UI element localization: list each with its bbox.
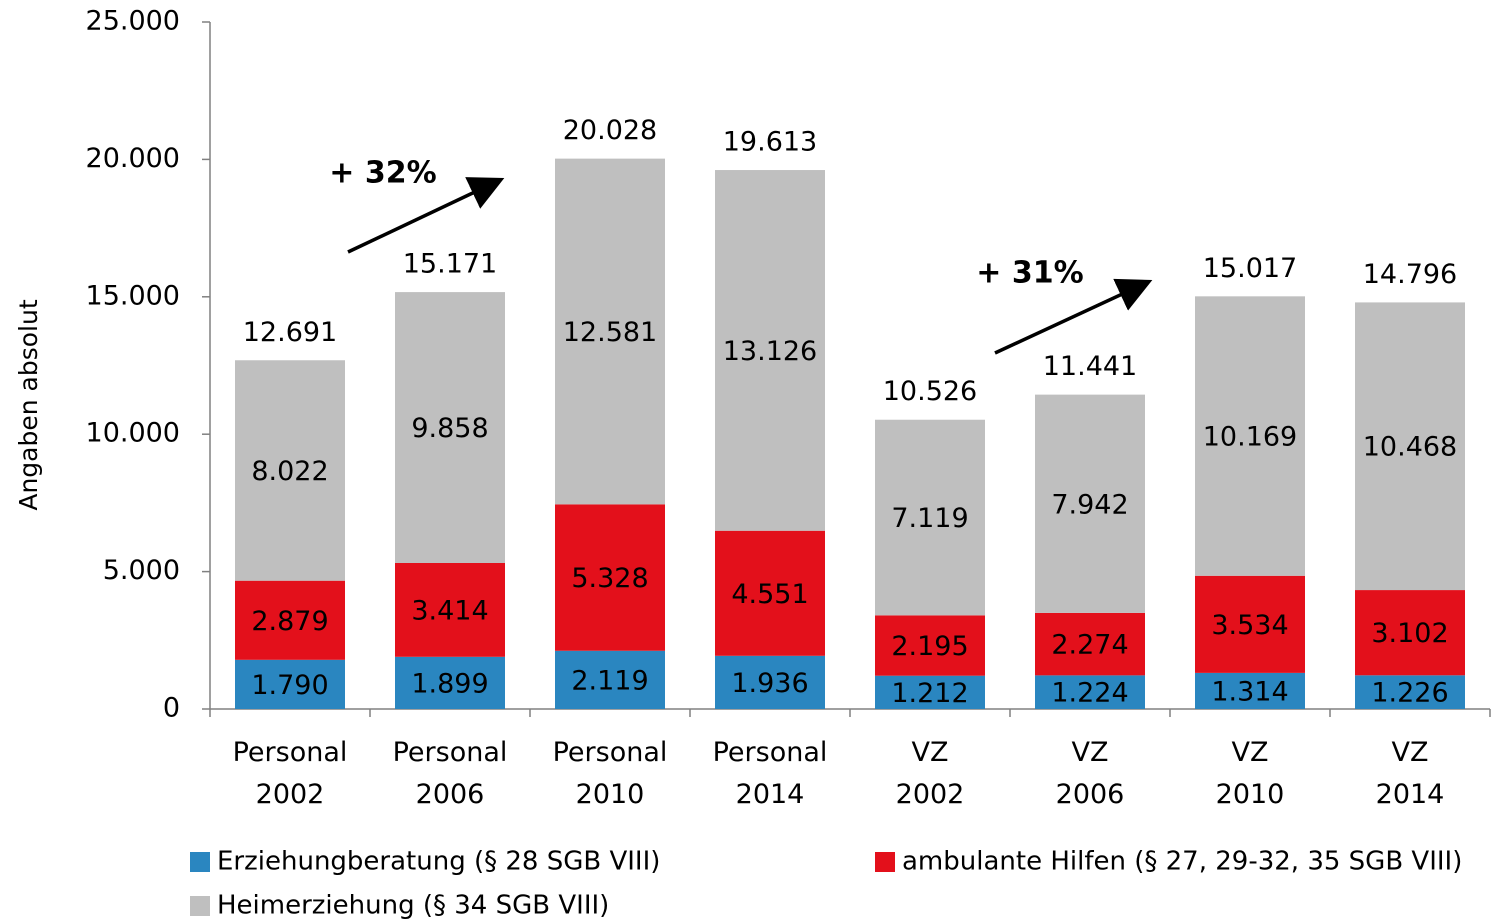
annotation: + 32% [329, 156, 436, 191]
bar-segment [1355, 675, 1465, 709]
bar-segment [395, 656, 505, 709]
y-tick-label: 25.000 [86, 6, 180, 37]
bar-segment [715, 170, 825, 531]
value-label: 12.581 [563, 317, 657, 348]
bar-segment [555, 504, 665, 651]
value-label: 1.899 [411, 668, 488, 699]
value-label: 13.126 [723, 336, 817, 367]
legend-swatch [190, 852, 210, 872]
value-label: 2.195 [891, 631, 968, 662]
bar-segment [395, 292, 505, 563]
total-label: 15.171 [403, 249, 497, 280]
bar-segment [1035, 612, 1145, 676]
bar-segment [1355, 590, 1465, 676]
value-label: 2.879 [251, 606, 328, 637]
bar-segment [395, 562, 505, 657]
x-tick-label: Personal 2002 [233, 737, 348, 810]
bar-segment [235, 580, 345, 660]
value-label: 1.314 [1211, 676, 1288, 707]
legend-label: Heimerziehung (§ 34 SGB VIII) [217, 891, 609, 921]
total-label: 12.691 [243, 317, 337, 348]
value-label: 10.169 [1203, 422, 1297, 453]
x-tick-label: VZ 2006 [1056, 737, 1125, 810]
total-label: 10.526 [883, 376, 977, 407]
bar-segment [555, 158, 665, 505]
y-tick-label: 15.000 [86, 280, 180, 311]
bar-segment [235, 659, 345, 709]
total-label: 11.441 [1043, 351, 1137, 382]
bar-segment [715, 655, 825, 709]
annotation: + 31% [976, 256, 1083, 291]
value-label: 7.119 [891, 503, 968, 534]
x-tick-label: Personal 2014 [713, 737, 828, 810]
value-label: 1.936 [731, 668, 808, 699]
value-label: 3.102 [1371, 618, 1448, 649]
x-tick-label: VZ 2002 [896, 737, 965, 810]
total-label: 19.613 [723, 127, 817, 158]
bar-segment [1195, 296, 1305, 576]
bar-segment [875, 675, 985, 709]
value-label: 1.226 [1371, 678, 1448, 709]
bar-segment [1195, 672, 1305, 709]
x-tick-label: Personal 2006 [393, 737, 508, 810]
y-tick-label: 10.000 [86, 418, 180, 449]
total-label: 20.028 [563, 115, 657, 146]
value-label: 4.551 [731, 579, 808, 610]
legend-swatch [875, 852, 895, 872]
x-tick-label: VZ 2014 [1376, 737, 1445, 810]
bar-segment [875, 419, 985, 616]
bar-segment [715, 530, 825, 656]
value-label: 9.858 [411, 413, 488, 444]
value-label: 1.224 [1051, 678, 1128, 709]
x-tick-label: Personal 2010 [553, 737, 668, 810]
bar-segment [1035, 394, 1145, 613]
arrow [347, 177, 505, 254]
value-label: 3.414 [411, 595, 488, 626]
value-label: 7.942 [1051, 489, 1128, 520]
value-label: 1.790 [251, 670, 328, 701]
value-label: 1.212 [891, 678, 968, 709]
total-label: 15.017 [1203, 253, 1297, 284]
y-axis-label: Angaben absolut [14, 299, 43, 510]
total-label: 14.796 [1363, 259, 1457, 290]
value-label: 8.022 [251, 456, 328, 487]
bar-segment [235, 360, 345, 581]
bar-segment [1035, 675, 1145, 709]
legend-swatch [190, 896, 210, 916]
arrow [994, 278, 1153, 355]
bar-segment [555, 650, 665, 709]
y-tick-label: 20.000 [86, 143, 180, 174]
bar-segment [875, 615, 985, 676]
x-tick-label: VZ 2010 [1216, 737, 1285, 810]
y-tick-label: 0 [163, 693, 180, 724]
legend-label: Erziehungberatung (§ 28 SGB VIII) [217, 847, 660, 877]
bar-segment [1355, 302, 1465, 591]
value-label: 3.534 [1211, 610, 1288, 641]
value-label: 10.468 [1363, 432, 1457, 463]
bar-segment [1195, 575, 1305, 673]
value-label: 2.274 [1051, 630, 1128, 661]
value-label: 2.119 [571, 665, 648, 696]
value-label: 5.328 [571, 563, 648, 594]
y-tick-label: 5.000 [103, 555, 180, 586]
legend-label: ambulante Hilfen (§ 27, 29-32, 35 SGB VI… [902, 847, 1462, 877]
